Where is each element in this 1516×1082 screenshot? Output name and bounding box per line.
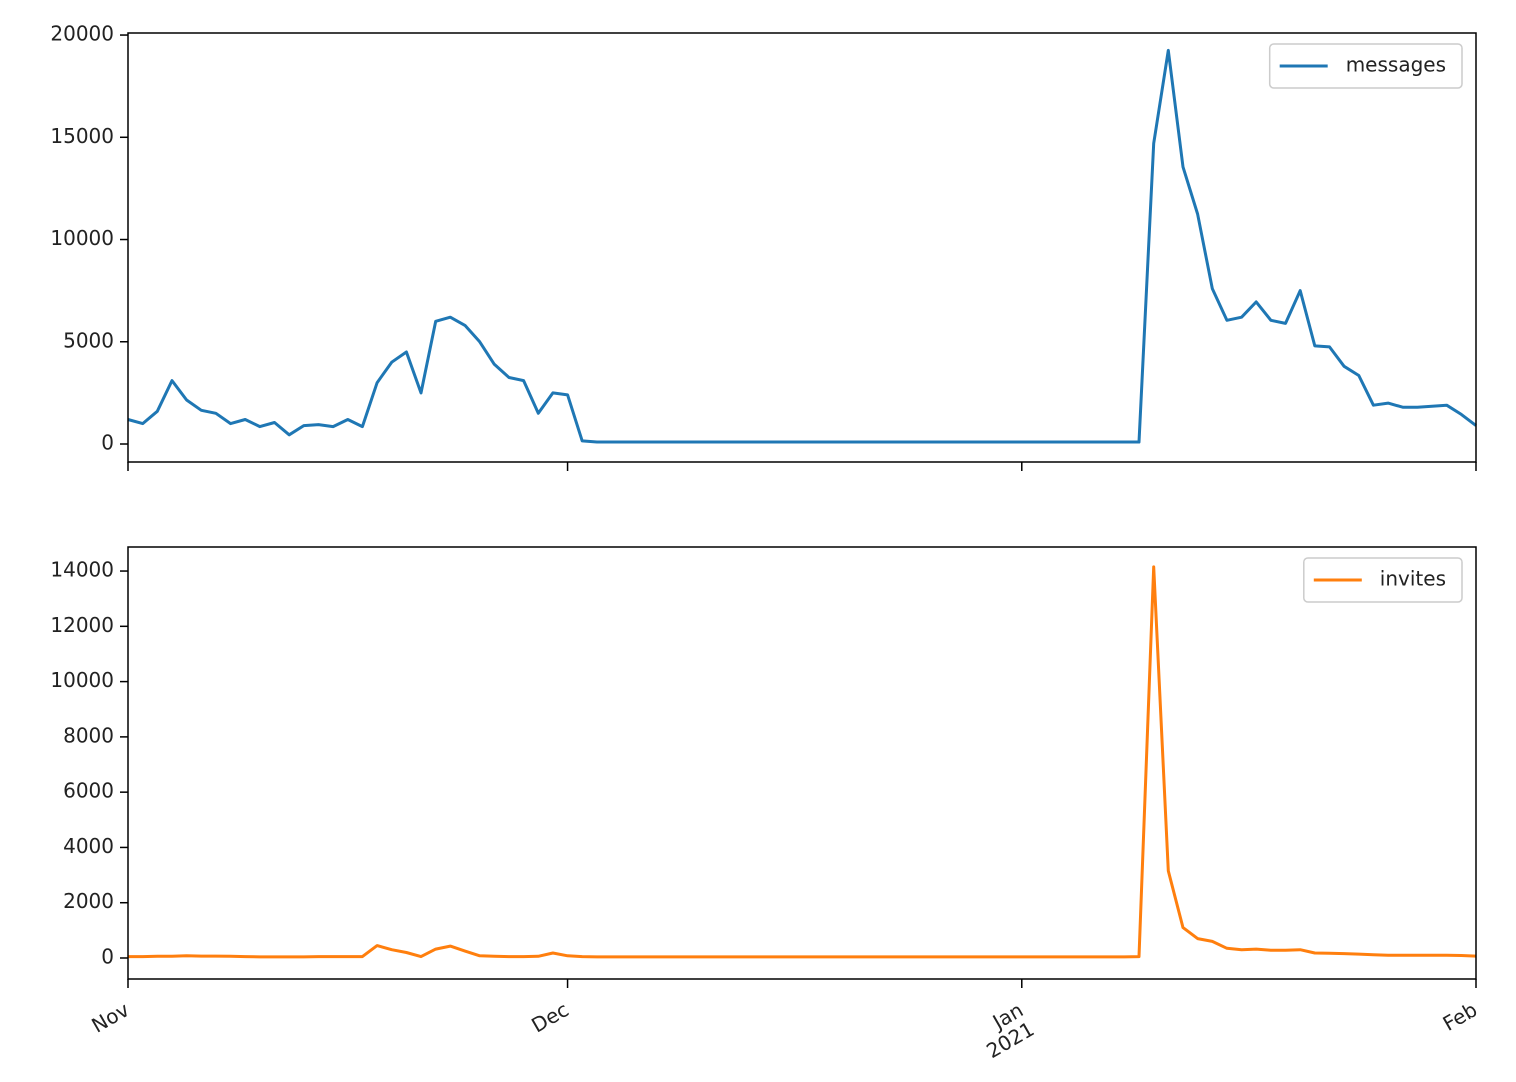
legend-label: invites	[1380, 567, 1446, 591]
y-tick-label: 12000	[50, 613, 114, 637]
legend-box	[1268, 43, 1463, 89]
y-tick-label: 8000	[63, 723, 114, 747]
legend-label: messages	[1346, 53, 1446, 77]
y-tick-label: 0	[101, 944, 114, 968]
y-tick-label: 0	[101, 431, 114, 455]
axes-frame	[127, 32, 1477, 463]
legend: invites	[1303, 557, 1463, 603]
axes-frame	[127, 546, 1477, 980]
data-line	[127, 48, 1477, 444]
y-tick-label: 14000	[50, 558, 114, 582]
x-tick-label: Dec	[527, 997, 573, 1037]
data-line	[128, 565, 1477, 959]
x-tick-label: Nov	[87, 997, 133, 1037]
y-tick-label: 6000	[63, 779, 114, 803]
y-tick-label: 10000	[50, 226, 114, 250]
y-tick-label: 4000	[63, 834, 114, 858]
y-tick-label: 10000	[50, 668, 114, 692]
y-tick-label: 5000	[63, 328, 114, 352]
x-tick-label: Feb	[1439, 997, 1482, 1035]
y-tick-label: 2000	[63, 889, 114, 913]
legend: messages	[1268, 43, 1463, 89]
y-tick-label: 15000	[50, 124, 114, 148]
y-tick-label: 20000	[50, 22, 114, 46]
legend-box	[1303, 557, 1463, 603]
x-tick-label: Jan2021	[971, 997, 1038, 1062]
